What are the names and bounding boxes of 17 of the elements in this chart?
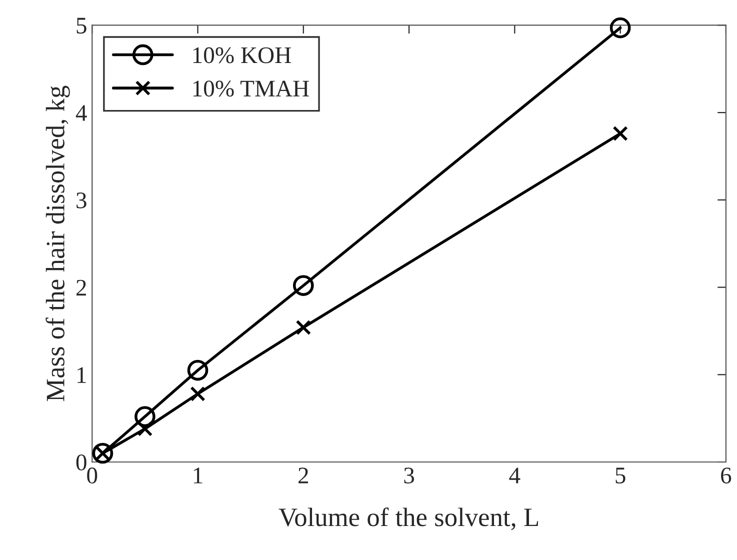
- y-tick-label: 2: [76, 280, 86, 296]
- x-tick-label: 4: [509, 468, 520, 484]
- y-tick-label: 0: [76, 454, 86, 470]
- y-tick-label: 3: [76, 192, 86, 208]
- y-tick-label: 4: [76, 105, 87, 121]
- y-tick-label: 1: [78, 367, 86, 383]
- x-tick-label: 1: [194, 468, 202, 484]
- x-tick-label: 2: [298, 468, 308, 484]
- legend-label: 10% KOH: [193, 47, 291, 64]
- x-tick-label: 3: [404, 468, 414, 484]
- y-tick-label: 5: [76, 18, 86, 34]
- x-axis-title: Volume of the solvent, L: [278, 507, 538, 530]
- x-tick-label: 0: [87, 468, 98, 484]
- x-tick-label: 5: [616, 468, 626, 484]
- y-axis-title: Mass of the hair dissolved, kg: [46, 86, 70, 402]
- legend-label: 10% TMAH: [193, 80, 309, 97]
- x-tick-label: 6: [721, 468, 732, 484]
